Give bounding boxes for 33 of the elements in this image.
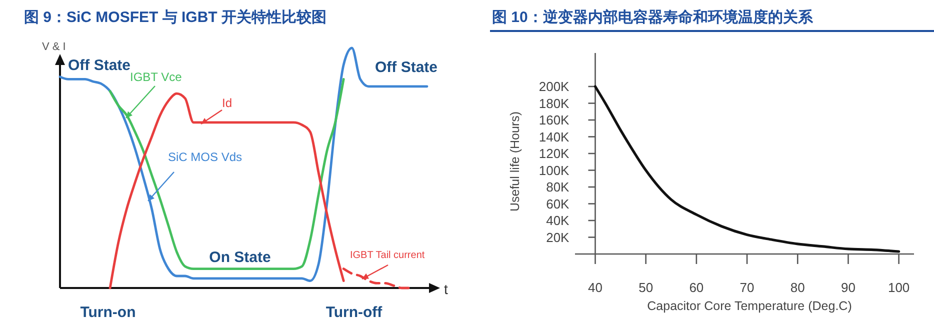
y-axis-title: Useful life (Hours) <box>508 111 522 212</box>
x-tick-label: 60 <box>689 280 704 295</box>
series-label: IGBT Vce <box>130 70 182 84</box>
x-axis-title: t <box>444 281 448 297</box>
y-tick-label: 100K <box>538 162 570 178</box>
annotation: On State <box>209 249 271 266</box>
chart-title: 图 9：SiC MOSFET 与 IGBT 开关特性比较图 <box>24 9 327 26</box>
text: Turn-off <box>326 304 384 321</box>
x-axis-title: Capacitor Core Temperature (Deg.C) <box>647 299 852 313</box>
x-tick-label: 90 <box>840 280 856 295</box>
x-tick-label: 80 <box>790 280 805 295</box>
chart-title: 图 10：逆变器内部电容器寿命和环境温度的关系 <box>492 8 814 26</box>
text: Turn-on <box>80 304 136 321</box>
y-axis-title: V & I <box>42 41 66 53</box>
y-tick-label: 140K <box>538 129 570 144</box>
x-tick-label: 70 <box>740 280 754 295</box>
y-tick-label: 40K <box>546 213 570 228</box>
x-tick-label: 100 <box>888 280 910 295</box>
y-tick-label: 200K <box>538 79 570 94</box>
x-tick-label: 50 <box>638 280 654 295</box>
series-label: IGBT Tail current <box>350 250 425 261</box>
y-tick-label: 80K <box>546 180 570 194</box>
text: SiC MOS Vds <box>168 150 242 164</box>
y-tick-label: 120K <box>538 146 570 161</box>
y-tick-label: 60K <box>546 196 570 212</box>
annotation: Off State <box>375 59 438 76</box>
series-label: Id <box>222 96 232 110</box>
y-tick-label: 160K <box>538 112 570 128</box>
x-tick-label: 40 <box>588 280 602 295</box>
line-series <box>594 85 900 253</box>
y-tick-label: 180K <box>538 96 570 111</box>
annotation: Off State <box>68 57 131 74</box>
y-tick-label: 20K <box>546 230 570 245</box>
